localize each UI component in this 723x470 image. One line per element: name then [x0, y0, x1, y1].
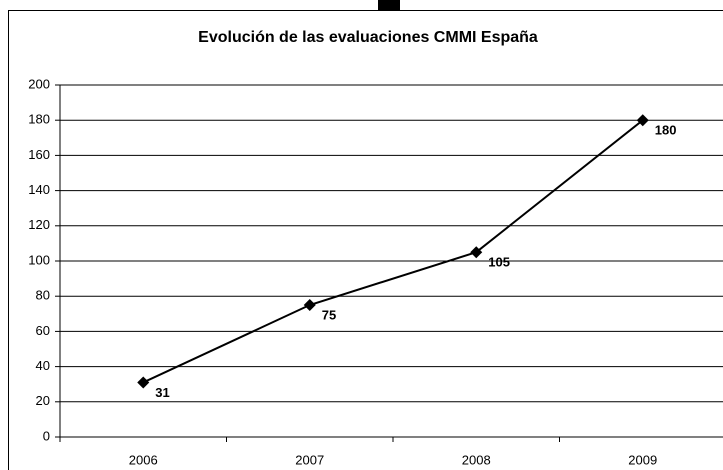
x-tick-label: 2006	[129, 452, 158, 467]
data-label: 105	[488, 255, 510, 270]
marker	[137, 376, 150, 389]
data-label: 180	[655, 123, 677, 138]
data-label: 31	[155, 385, 169, 400]
y-tick-label: 160	[28, 147, 50, 162]
data-label: 75	[322, 307, 336, 322]
y-tick-label: 40	[36, 358, 50, 373]
top-tab	[378, 0, 400, 10]
y-tick-label: 80	[36, 288, 50, 303]
y-tick-label: 0	[43, 428, 50, 443]
y-tick-label: 20	[36, 393, 50, 408]
y-tick-label: 100	[28, 252, 50, 267]
chart-title: Evolución de las evaluaciones CMMI Españ…	[198, 29, 538, 46]
marker	[303, 299, 316, 311]
y-tick-label: 60	[36, 323, 50, 338]
y-tick-label: 200	[28, 76, 50, 91]
x-tick-label: 2009	[628, 452, 657, 467]
x-tick-label: 2007	[295, 452, 324, 467]
line	[142, 119, 644, 384]
y-tick-label: 140	[28, 182, 50, 197]
y-tick-label: 180	[28, 112, 50, 127]
marker	[470, 246, 483, 259]
x-tick-label: 2008	[462, 452, 491, 467]
marker	[636, 114, 649, 127]
y-tick-label: 120	[28, 217, 50, 232]
chart-border	[8, 10, 723, 470]
